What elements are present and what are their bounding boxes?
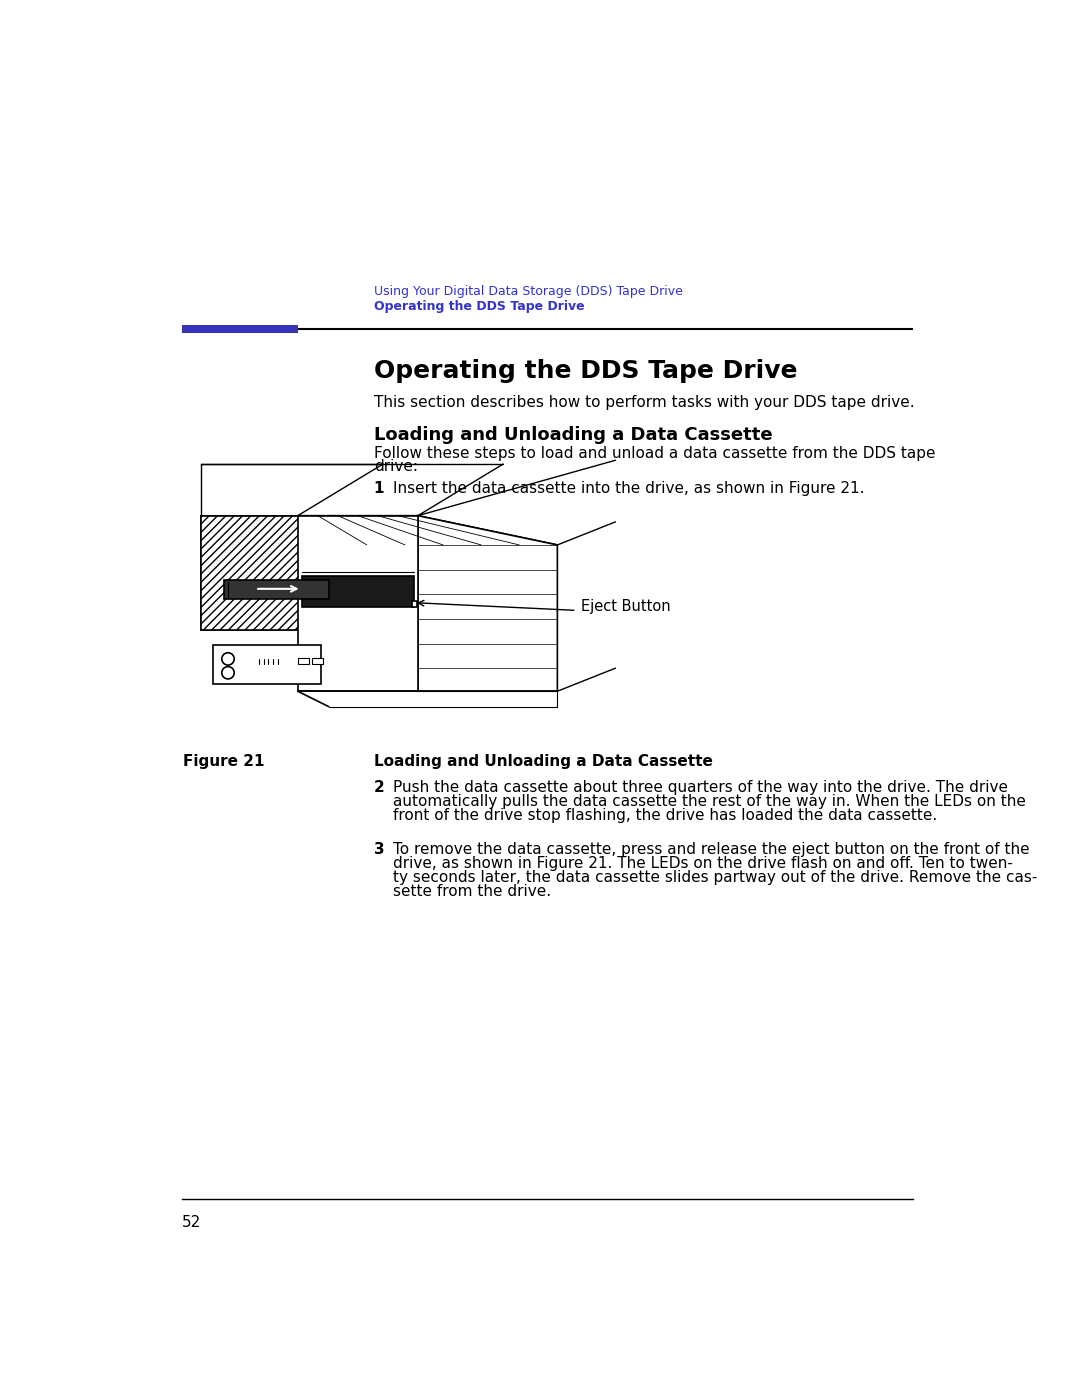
- Bar: [312, 658, 323, 665]
- Text: Operating the DDS Tape Drive: Operating the DDS Tape Drive: [374, 359, 797, 383]
- Polygon shape: [418, 515, 557, 692]
- Text: Using Your Digital Data Storage (DDS) Tape Drive: Using Your Digital Data Storage (DDS) Ta…: [374, 285, 683, 298]
- Bar: [413, 601, 417, 608]
- Bar: [298, 658, 309, 665]
- Polygon shape: [298, 515, 557, 545]
- Text: 52: 52: [181, 1215, 201, 1229]
- Polygon shape: [298, 515, 418, 692]
- Text: ty seconds later, the data cassette slides partway out of the drive. Remove the : ty seconds later, the data cassette slid…: [393, 870, 1038, 884]
- Text: automatically pulls the data cassette the rest of the way in. When the LEDs on t: automatically pulls the data cassette th…: [393, 793, 1026, 809]
- Circle shape: [221, 652, 234, 665]
- Text: Figure 21: Figure 21: [183, 754, 265, 770]
- Polygon shape: [213, 645, 321, 683]
- Polygon shape: [225, 580, 328, 599]
- Polygon shape: [301, 576, 414, 606]
- Text: Loading and Unloading a Data Cassette: Loading and Unloading a Data Cassette: [374, 426, 772, 444]
- Polygon shape: [201, 515, 418, 630]
- Text: Insert the data cassette into the drive, as shown in Figure 21.: Insert the data cassette into the drive,…: [393, 481, 865, 496]
- Text: front of the drive stop flashing, the drive has loaded the data cassette.: front of the drive stop flashing, the dr…: [393, 807, 937, 823]
- Text: drive:: drive:: [374, 460, 418, 475]
- Text: Push the data cassette about three quarters of the way into the drive. The drive: Push the data cassette about three quart…: [393, 780, 1008, 795]
- Text: Operating the DDS Tape Drive: Operating the DDS Tape Drive: [374, 300, 584, 313]
- Text: Follow these steps to load and unload a data cassette from the DDS tape: Follow these steps to load and unload a …: [374, 447, 935, 461]
- Text: 2: 2: [374, 780, 384, 795]
- Text: 3: 3: [374, 842, 384, 858]
- Text: 1: 1: [374, 481, 384, 496]
- Polygon shape: [201, 515, 418, 630]
- Text: sette from the drive.: sette from the drive.: [393, 884, 551, 898]
- Circle shape: [221, 666, 234, 679]
- Text: To remove the data cassette, press and release the eject button on the front of : To remove the data cassette, press and r…: [393, 842, 1029, 858]
- Text: drive, as shown in Figure 21. The LEDs on the drive flash on and off. Ten to twe: drive, as shown in Figure 21. The LEDs o…: [393, 856, 1013, 870]
- Bar: [181, 326, 298, 334]
- Text: Eject Button: Eject Button: [581, 599, 671, 615]
- Text: This section describes how to perform tasks with your DDS tape drive.: This section describes how to perform ta…: [374, 395, 915, 409]
- Text: Loading and Unloading a Data Cassette: Loading and Unloading a Data Cassette: [374, 754, 713, 770]
